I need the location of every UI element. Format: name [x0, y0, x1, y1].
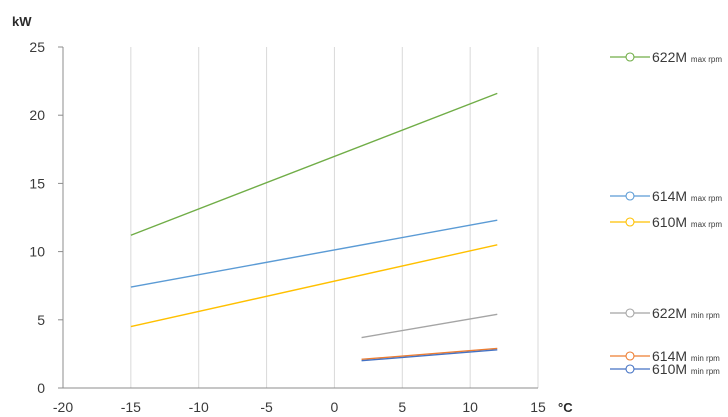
legend-entry: 614M max rpm: [610, 188, 722, 204]
legend-marker: [625, 308, 635, 318]
y-tick-label: 10: [29, 244, 45, 260]
series-line: [130, 219, 498, 288]
legend-label-suffix: min rpm: [691, 354, 720, 363]
x-tick-label: -10: [189, 399, 209, 415]
legend-label: 610M min rpm: [652, 361, 720, 377]
legend-label-suffix: min rpm: [691, 367, 720, 376]
x-tick-label: 15: [530, 399, 546, 415]
y-tick-label: 25: [29, 39, 45, 55]
legend: 622M max rpm 614M max rpm 610M max rpm 622M…: [610, 49, 722, 377]
axes: [58, 46, 538, 389]
gridlines: [130, 47, 539, 388]
y-tick-label: 5: [37, 312, 45, 328]
x-tick-label: -20: [53, 399, 73, 415]
legend-marker: [625, 191, 635, 201]
y-tick-label: 20: [29, 107, 45, 123]
y-tick-labels: 0 5 10 15 20 25: [29, 39, 45, 396]
series-line: [130, 244, 498, 328]
legend-label-suffix: max rpm: [691, 55, 722, 64]
legend-label-suffix: max rpm: [691, 194, 722, 203]
y-tick-label: 0: [37, 380, 45, 396]
series-line: [130, 92, 498, 236]
x-tick-label: -5: [260, 399, 273, 415]
legend-entry: 610M min rpm: [610, 361, 720, 377]
series-line: [361, 347, 498, 361]
legend-label: 614M max rpm: [652, 188, 722, 204]
legend-label: 622M min rpm: [652, 305, 720, 321]
legend-marker: [625, 364, 635, 374]
series-line: [361, 349, 498, 362]
legend-entry: 610M max rpm: [610, 214, 722, 230]
legend-label-suffix: max rpm: [691, 220, 722, 229]
legend-label: 610M max rpm: [652, 214, 722, 230]
legend-label: 622M max rpm: [652, 49, 722, 65]
x-tick-label: 0: [331, 399, 339, 415]
y-tick-label: 15: [29, 175, 45, 191]
x-axis-unit-label: °C: [558, 400, 573, 415]
legend-entry: 622M min rpm: [610, 305, 720, 321]
x-tick-label: -15: [121, 399, 141, 415]
legend-entry: 622M max rpm: [610, 49, 722, 65]
legend-marker: [625, 217, 635, 227]
y-axis-unit-label: kW: [12, 14, 32, 29]
legend-marker: [625, 52, 635, 62]
legend-marker: [625, 351, 635, 361]
x-tick-label: 10: [462, 399, 478, 415]
legend-label-suffix: min rpm: [691, 311, 720, 320]
x-tick-labels: -20 -15 -10 -5 0 5 10 15: [53, 399, 546, 415]
series-line: [361, 313, 498, 339]
x-tick-label: 5: [398, 399, 406, 415]
series-lines: [130, 92, 498, 362]
